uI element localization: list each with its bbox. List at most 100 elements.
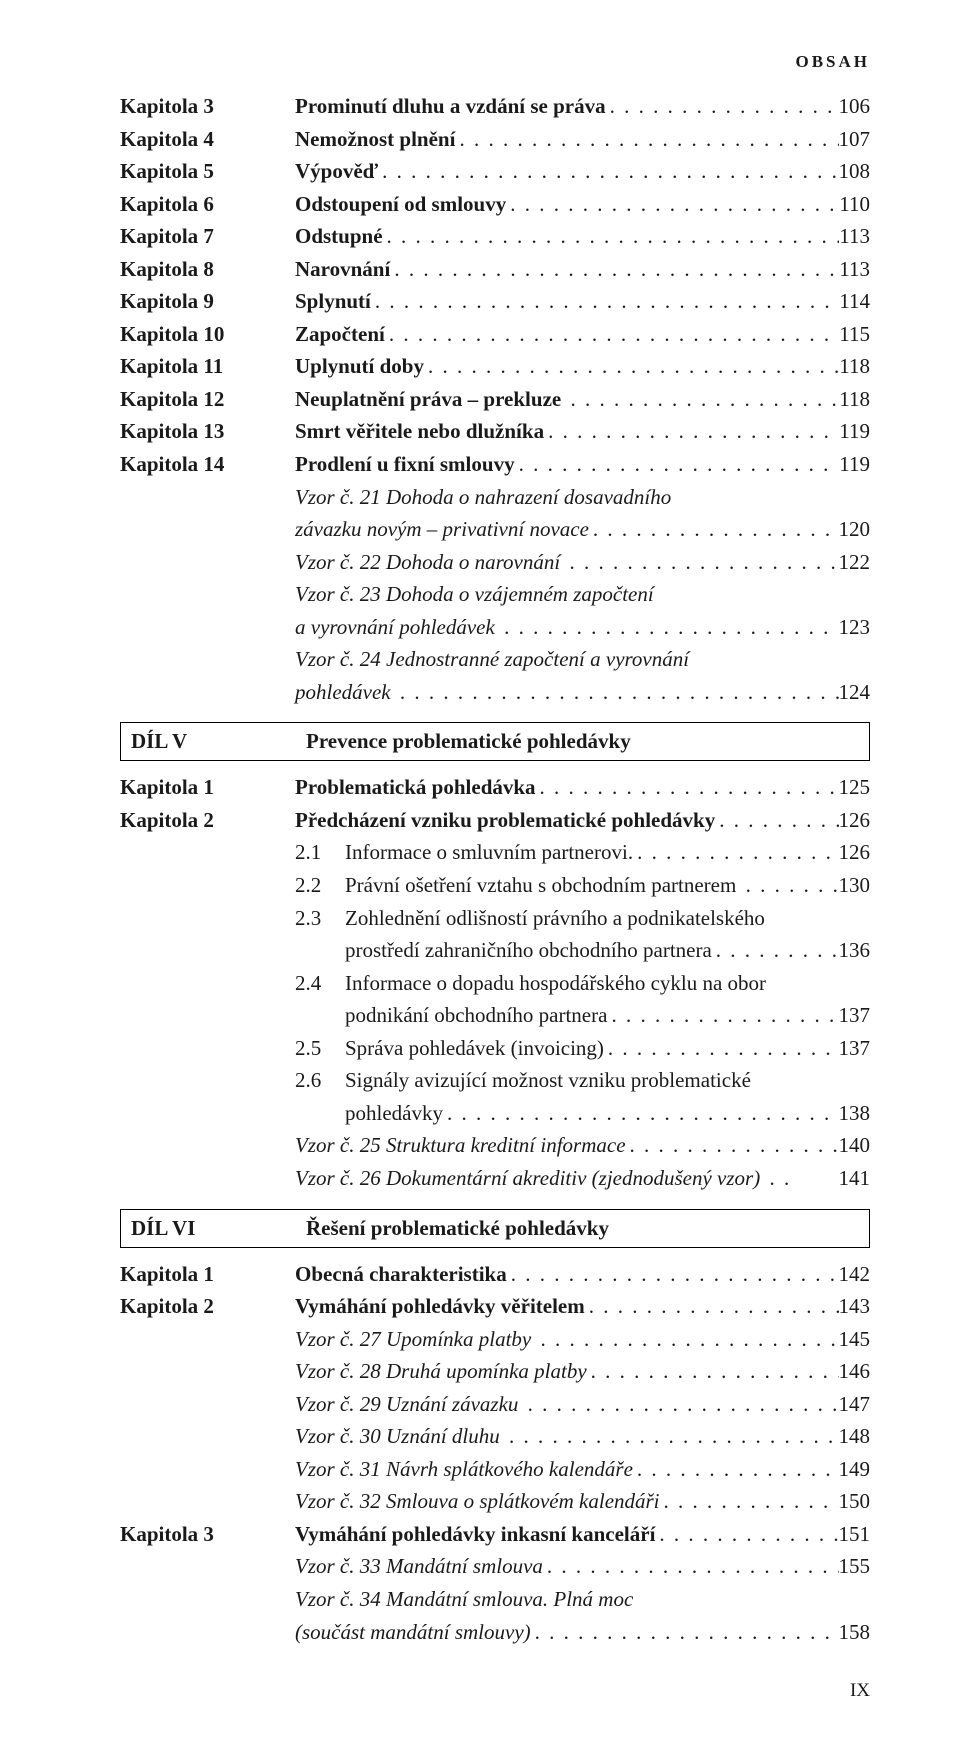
section-title: Prevence problematické pohledávky xyxy=(306,729,631,754)
page-ref: 149 xyxy=(839,1453,871,1486)
entry-title: Vymáhání pohledávky věřitelem xyxy=(295,1290,585,1323)
toc-numrow: prostředí zahraničního obchodního partne… xyxy=(120,934,870,967)
leader-dots: . . . . . . . . . . . . . . . . . . . . … xyxy=(383,220,840,253)
leader-dots: . . . . . . . . . . . . . . . . . . . . … xyxy=(505,1420,839,1453)
toc-numrow: 2.2Právní ošetření vztahu s obchodním pa… xyxy=(120,869,870,902)
entry-title: (součást mandátní smlouvy) xyxy=(295,1616,531,1649)
entry-title: Vzor č. 32 Smlouva o splátkovém kalendář… xyxy=(295,1485,660,1518)
leader-dots: . . . . . . . . . . . . . . . . . . . . … xyxy=(536,771,839,804)
entry-title: prostředí zahraničního obchodního partne… xyxy=(345,934,712,967)
page-ref: 137 xyxy=(839,1032,871,1065)
leader-dots: . . . . . . . . . . . . . . . . . . . . … xyxy=(543,1550,839,1583)
chapter-label: Kapitola 1 xyxy=(120,771,295,804)
chapter-label: Kapitola 3 xyxy=(120,90,295,123)
entry-title: Správa pohledávek (invoicing) xyxy=(345,1032,604,1065)
entry-title: Prominutí dluhu a vzdání se práva xyxy=(295,90,606,123)
page-ref: 113 xyxy=(839,220,870,253)
toc-row: Kapitola 4Nemožnost plnění . . . . . . .… xyxy=(120,123,870,156)
leader-dots: . . . . . . . . . . . . . . . . . . . . … xyxy=(712,934,839,967)
page-ref: 141 xyxy=(839,1162,871,1195)
chapter-label: Kapitola 2 xyxy=(120,804,295,837)
page-ref: 115 xyxy=(839,318,870,351)
page-ref: 143 xyxy=(839,1290,871,1323)
entry-title: Splynutí xyxy=(295,285,371,318)
toc-row: Kapitola 14Prodlení u fixní smlouvy . . … xyxy=(120,448,870,481)
entry-title: Vzor č. 26 Dokumentární akreditiv (zjedn… xyxy=(295,1162,765,1195)
entry-title: Odstoupení od smlouvy xyxy=(295,188,506,221)
toc-row: Kapitola 1Problematická pohledávka . . .… xyxy=(120,771,870,804)
page-ref: 108 xyxy=(839,155,871,188)
chapter-label: Kapitola 8 xyxy=(120,253,295,286)
page-ref: 142 xyxy=(839,1258,871,1291)
chapter-label: Kapitola 1 xyxy=(120,1258,295,1291)
leader-dots: . . . . . . . . . . . . . . . . . . . . … xyxy=(633,836,838,869)
leader-dots: . . . . . . . . . . . . . . . . . . . . … xyxy=(506,188,839,221)
page-ref: 123 xyxy=(839,611,871,644)
page-ref: 126 xyxy=(839,804,871,837)
toc-numrow: 2.6Signály avizující možnost vzniku prob… xyxy=(120,1064,870,1097)
entry-title: Vzor č. 34 Mandátní smlouva. Plná moc xyxy=(295,1583,633,1616)
page-ref: 148 xyxy=(839,1420,871,1453)
toc-numrow: 2.5Správa pohledávek (invoicing) . . . .… xyxy=(120,1032,870,1065)
entry-title: Vzor č. 30 Uznání dluhu xyxy=(295,1420,505,1453)
page-ref: 114 xyxy=(839,285,870,318)
page-ref: 107 xyxy=(839,123,871,156)
toc-row: Kapitola 2Předcházení vzniku problematic… xyxy=(120,804,870,837)
toc-subrow: závazku novým – privativní novace . . . … xyxy=(120,513,870,546)
entry-title: Problematická pohledávka xyxy=(295,771,536,804)
entry-title: pohledávek xyxy=(295,676,396,709)
entry-title: závazku novým – privativní novace xyxy=(295,513,589,546)
toc-subrow: Vzor č. 28 Druhá upomínka platby . . . .… xyxy=(120,1355,870,1388)
section-title: Řešení problematické pohledávky xyxy=(306,1216,609,1241)
toc-subrow: Vzor č. 22 Dohoda o narovnání . . . . . … xyxy=(120,546,870,579)
page-ref: 120 xyxy=(839,513,871,546)
toc-subrow: Vzor č. 23 Dohoda o vzájemném započtení xyxy=(120,578,870,611)
entry-title: Právní ošetření vztahu s obchodním partn… xyxy=(345,869,742,902)
page-ref: 150 xyxy=(839,1485,871,1518)
page-ref: 138 xyxy=(839,1097,871,1130)
chapter-label: Kapitola 4 xyxy=(120,123,295,156)
leader-dots: . . . . . . . . . . . . . . . . . . . . … xyxy=(524,1388,839,1421)
toc-row: Kapitola 1Obecná charakteristika . . . .… xyxy=(120,1258,870,1291)
toc-row: Kapitola 11Uplynutí doby . . . . . . . .… xyxy=(120,350,870,383)
section-label: DÍL VI xyxy=(131,1216,306,1241)
leader-dots: . . . . . . . . . . . . . . . . . . . . … xyxy=(378,155,838,188)
leader-dots: . . . . . . . . . . . . . . . . . . . . … xyxy=(607,999,838,1032)
section-number: 2.5 xyxy=(295,1032,345,1065)
toc-numrow: pohledávky . . . . . . . . . . . . . . .… xyxy=(120,1097,870,1130)
toc-row: Kapitola 6Odstoupení od smlouvy . . . . … xyxy=(120,188,870,221)
leader-dots: . . . . . . . . . . . . . . . . . . . . … xyxy=(565,546,838,579)
chapter-label: Kapitola 14 xyxy=(120,448,295,481)
entry-title: Předcházení vzniku problematické pohledá… xyxy=(295,804,715,837)
entry-title: Vzor č. 22 Dohoda o narovnání xyxy=(295,546,565,579)
entry-title: Informace o dopadu hospodářského cyklu n… xyxy=(345,967,766,1000)
leader-dots: . . . . . . . . . . . . . . . . . . . . … xyxy=(604,1032,839,1065)
leader-dots: . . xyxy=(765,1162,838,1195)
entry-title: Vzor č. 33 Mandátní smlouva xyxy=(295,1550,543,1583)
entry-title: Prodlení u fixní smlouvy xyxy=(295,448,515,481)
entry-title: Výpověď xyxy=(295,155,378,188)
toc-page: OBSAH Kapitola 3Prominutí dluhu a vzdání… xyxy=(0,0,960,1742)
page-ref: 151 xyxy=(839,1518,871,1551)
leader-dots: . . . . . . . . . . . . . . . . . . . . … xyxy=(536,1323,838,1356)
page-ref: 136 xyxy=(839,934,871,967)
section-number: 2.3 xyxy=(295,902,345,935)
toc-subrow: Vzor č. 27 Upomínka platby . . . . . . .… xyxy=(120,1323,870,1356)
leader-dots: . . . . . . . . . . . . . . . . . . . . … xyxy=(507,1258,839,1291)
entry-title: Vzor č. 23 Dohoda o vzájemném započtení xyxy=(295,578,654,611)
entry-title: Smrt věřitele nebo dlužníka xyxy=(295,415,544,448)
entry-title: Vzor č. 25 Struktura kreditní informace xyxy=(295,1129,626,1162)
leader-dots: . . . . . . . . . . . . . . . . . . . . … xyxy=(396,676,839,709)
toc-subrow: Vzor č. 31 Návrh splátkového kalendáře .… xyxy=(120,1453,870,1486)
chapter-label: Kapitola 10 xyxy=(120,318,295,351)
entry-title: Obecná charakteristika xyxy=(295,1258,507,1291)
section-dil-vi: DÍL VI Řešení problematické pohledávky xyxy=(120,1209,870,1248)
entry-title: Informace o smluvním partnerovi. xyxy=(345,836,633,869)
leader-dots: . . . . . . . . . . . . . . . . . . . . … xyxy=(660,1485,839,1518)
page-ref: 110 xyxy=(839,188,870,221)
toc-row: Kapitola 3Vymáhání pohledávky inkasní ka… xyxy=(120,1518,870,1551)
chapter-label: Kapitola 3 xyxy=(120,1518,295,1551)
leader-dots: . . . . . . . . . . . . . . . . . . . . … xyxy=(371,285,839,318)
page-ref: 106 xyxy=(839,90,871,123)
toc-row: Kapitola 9Splynutí . . . . . . . . . . .… xyxy=(120,285,870,318)
